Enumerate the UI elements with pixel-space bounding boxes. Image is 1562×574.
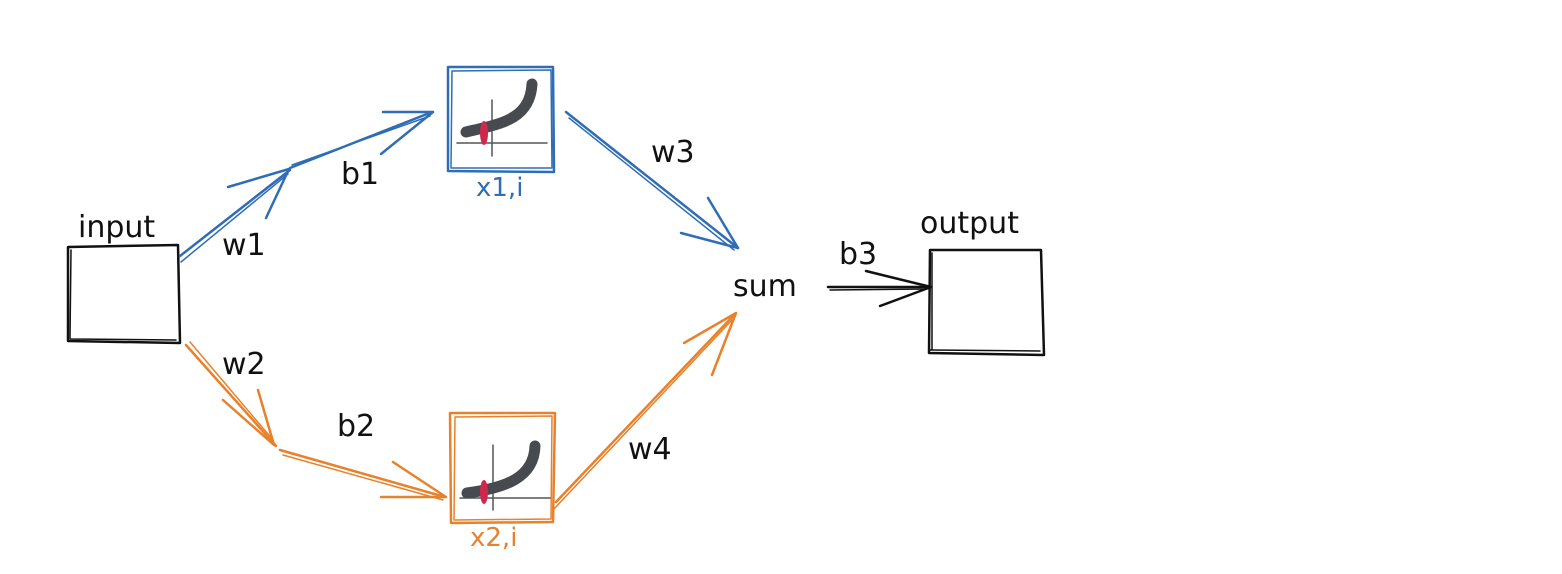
neuron-top-label: x1,i bbox=[476, 173, 523, 203]
input-label: input bbox=[78, 210, 155, 245]
neuron-bottom: x2,i bbox=[448, 411, 557, 553]
output-label: output bbox=[920, 206, 1019, 241]
point-marker-icon bbox=[480, 121, 488, 145]
weight-label-w4: w4 bbox=[628, 432, 672, 467]
weight-label-w3: w3 bbox=[651, 135, 695, 170]
bias-label-b1: b1 bbox=[341, 157, 379, 192]
softplus-curve-icon bbox=[459, 440, 551, 511]
sum-label: sum bbox=[733, 269, 797, 304]
weight-label-w2: w2 bbox=[222, 347, 266, 382]
edge-input-bottom bbox=[184, 341, 448, 501]
edge-top-sum bbox=[564, 110, 740, 251]
neuron-bottom-label: x2,i bbox=[470, 523, 517, 553]
softplus-curve-icon bbox=[456, 78, 548, 157]
edge-sum-output bbox=[826, 269, 933, 308]
weight-label-w1: w1 bbox=[222, 228, 266, 263]
edge-input-top bbox=[178, 110, 435, 263]
output-node: output bbox=[920, 206, 1046, 357]
input-node: input bbox=[66, 210, 182, 345]
bias-label-b2: b2 bbox=[337, 409, 375, 444]
point-marker-icon bbox=[480, 480, 488, 504]
edge-bottom-sum bbox=[552, 311, 738, 511]
bias-label-b3: b3 bbox=[839, 237, 877, 272]
neuron-top: x1,i bbox=[446, 65, 556, 203]
